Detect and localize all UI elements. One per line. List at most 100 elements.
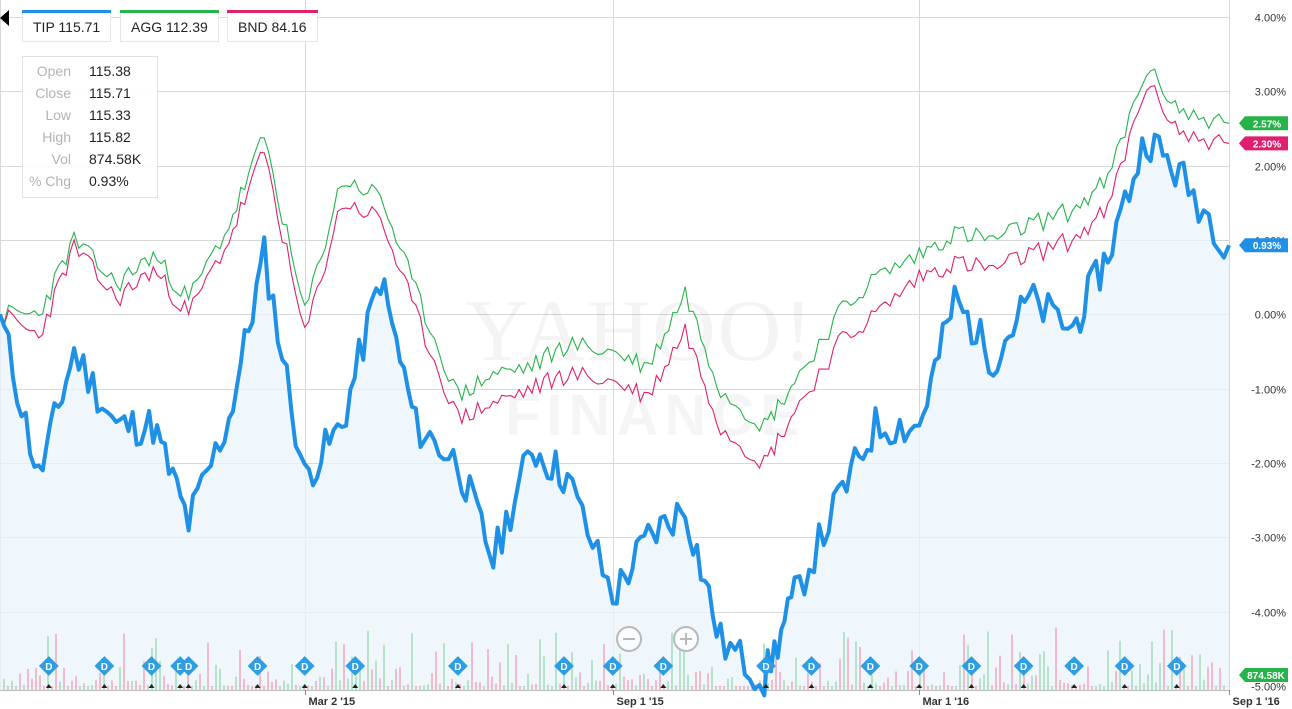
dividend-tick-icon <box>1020 684 1027 688</box>
dividend-diamond-icon <box>294 656 315 676</box>
back-arrow-icon[interactable] <box>0 10 9 26</box>
series-line-bnd <box>0 85 1230 470</box>
y-tick-label: 0.00% <box>1255 310 1286 322</box>
dividend-diamond-icon <box>345 656 366 676</box>
volume-bar <box>511 682 513 690</box>
dividend-diamond-icon <box>602 656 623 676</box>
volume-bar <box>679 650 681 690</box>
dividend-marker-label: D <box>609 662 616 673</box>
volume-bar <box>475 682 477 690</box>
volume-bar <box>143 661 145 690</box>
dividend-tick-icon <box>560 684 567 688</box>
volume-bar <box>467 680 469 690</box>
volume-bar <box>23 684 25 690</box>
dividend-tick-icon <box>185 684 192 688</box>
volume-bar <box>15 685 17 690</box>
volume-bar <box>567 685 569 690</box>
volume-bar <box>119 667 121 690</box>
volume-bar <box>907 670 909 690</box>
ohlc-value: 115.71 <box>89 85 131 101</box>
volume-bar <box>183 686 185 690</box>
y-tick-label: 3.00% <box>1255 87 1286 99</box>
volume-bar <box>695 672 697 690</box>
volume-bar <box>919 661 921 690</box>
volume-bar <box>319 676 321 690</box>
volume-bar <box>27 668 29 690</box>
bnd-flag-label: 2.30% <box>1253 139 1281 150</box>
volume-bar <box>167 683 169 690</box>
volume-bar <box>275 679 277 690</box>
volume-bar <box>987 631 989 690</box>
volume-bar <box>1015 684 1017 690</box>
volume-bar <box>595 680 597 690</box>
dividend-tick-icon <box>968 684 975 688</box>
volume-bar <box>1111 682 1113 690</box>
zoom-in-button[interactable] <box>673 626 699 652</box>
volume-bar <box>1179 656 1181 690</box>
volume-bar <box>683 649 685 690</box>
x-tick-label: Sep 1 '15 <box>617 696 664 708</box>
volume-bar <box>979 678 981 690</box>
volume-bar <box>139 684 141 690</box>
volume-bar <box>451 679 453 690</box>
volume-bar <box>911 650 913 690</box>
y-tick-label: -5.00% <box>1251 682 1286 694</box>
volume-bar <box>483 685 485 690</box>
volume-bar <box>1215 685 1217 690</box>
volume-bar <box>1147 674 1149 690</box>
volume-bar <box>39 675 41 690</box>
volume-bar <box>619 653 621 690</box>
volume-bar <box>299 685 301 690</box>
volume-bar <box>171 685 173 690</box>
volume-bar <box>351 656 353 690</box>
volume-bar <box>731 677 733 690</box>
volume-bar <box>355 676 357 690</box>
volume-bar <box>547 684 549 690</box>
volume-bar <box>519 685 521 690</box>
volume-bar <box>1207 667 1209 690</box>
dividend-tick-icon <box>1071 684 1078 688</box>
volume-bar <box>711 667 713 690</box>
volume-bar <box>591 660 593 690</box>
volume-bar <box>935 685 937 690</box>
volume-bar <box>247 684 249 690</box>
volume-bar <box>771 679 773 690</box>
volume-bar <box>1115 670 1117 690</box>
dividend-tick-icon <box>352 684 359 688</box>
volume-bar <box>871 674 873 690</box>
volume-bar <box>411 632 413 690</box>
volume-bar <box>295 684 297 690</box>
zoom-out-button[interactable] <box>616 626 642 652</box>
dividend-marker-label: D <box>45 662 52 673</box>
legend-tip[interactable]: TIP 115.71 <box>22 10 112 42</box>
volume-bar <box>203 685 205 690</box>
dividend-marker-label: D <box>1121 662 1128 673</box>
volume-bar <box>671 632 673 690</box>
volume-bar <box>499 662 501 690</box>
dividend-tick-icon <box>101 684 108 688</box>
volume-bar <box>1151 641 1153 690</box>
tip-flag <box>1239 238 1288 253</box>
volume-bar <box>1191 655 1193 690</box>
volume-bar <box>239 650 241 690</box>
dividend-diamond-icon <box>1114 656 1135 676</box>
volume-bar <box>291 663 293 690</box>
volume-bar <box>359 670 361 690</box>
dividend-diamond-icon <box>961 656 982 676</box>
dividend-tick-icon <box>301 684 308 688</box>
volume-bar <box>503 685 505 690</box>
volume-bar <box>527 673 529 690</box>
dividend-diamond-icon <box>909 656 930 676</box>
legend-bnd[interactable]: BND 84.16 <box>227 10 318 42</box>
volume-bar <box>379 678 381 690</box>
volume-bar <box>1203 679 1205 690</box>
volume-bar <box>1099 683 1101 690</box>
volume-bar <box>175 666 177 690</box>
volume-bar <box>651 686 653 690</box>
volume-bar <box>199 673 201 690</box>
volume-bar <box>267 671 269 690</box>
legend-agg[interactable]: AGG 112.39 <box>120 10 219 42</box>
volume-bar <box>707 673 709 690</box>
volume-bar <box>1083 683 1085 690</box>
